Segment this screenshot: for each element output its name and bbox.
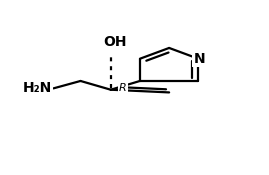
Text: H₂N: H₂N: [23, 81, 52, 95]
Text: OH: OH: [103, 35, 127, 49]
Text: N: N: [194, 52, 205, 66]
Text: R: R: [119, 83, 127, 93]
